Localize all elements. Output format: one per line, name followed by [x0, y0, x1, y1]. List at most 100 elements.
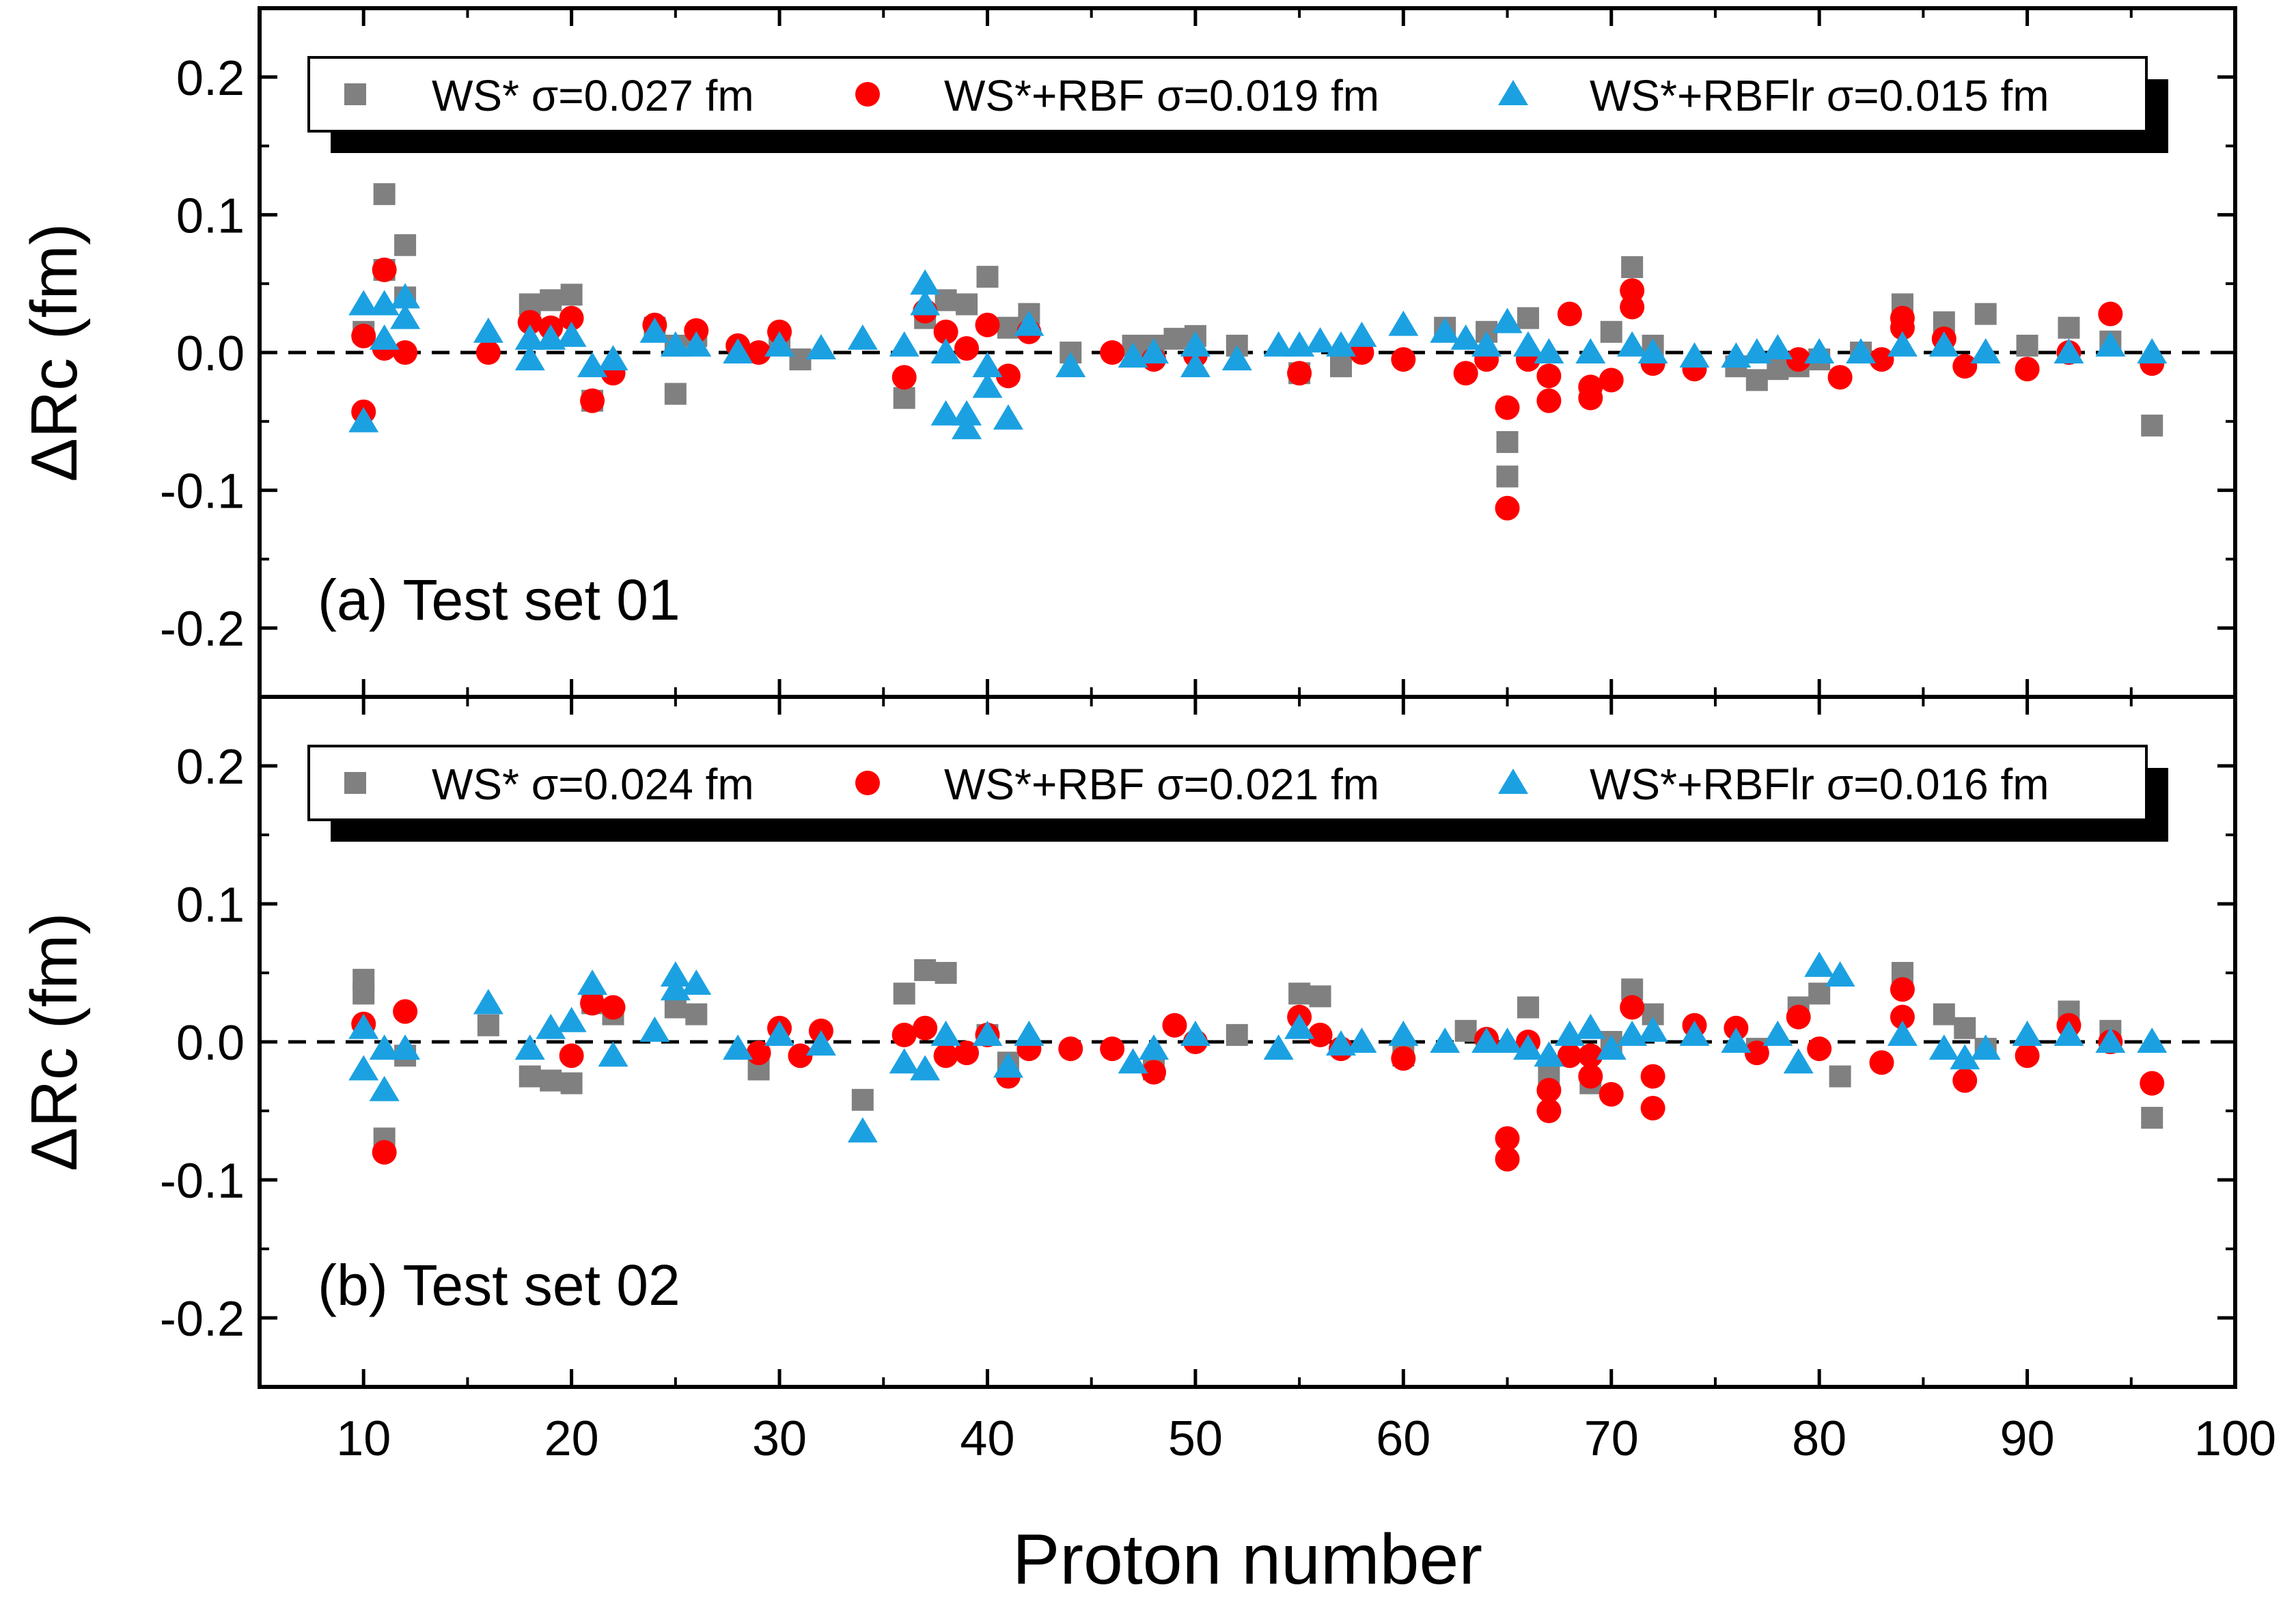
point-a-triangle-2	[369, 290, 400, 316]
point-b-square-7	[560, 1072, 583, 1094]
x-tick-label-6: 70	[1584, 1411, 1639, 1466]
point-a-triangle-22	[910, 290, 941, 316]
point-a-circle-5	[475, 340, 501, 365]
point-a-circle-16	[891, 365, 917, 390]
point-b-circle-12	[933, 1043, 958, 1069]
point-b-triangle-48	[1825, 961, 1855, 987]
point-a-square-33	[1496, 465, 1519, 488]
point-a-circle-46	[1869, 347, 1894, 372]
point-a-square-34	[1517, 307, 1539, 329]
legend-marker-a-square	[344, 83, 366, 105]
point-b-circle-17	[1058, 1036, 1083, 1062]
point-b-circle-20	[1162, 1012, 1187, 1038]
point-b-triangle-38	[1554, 1020, 1585, 1046]
legend-label-a-3: WS*+RBFlr σ=0.015 fm	[1590, 71, 2049, 120]
point-a-triangle-14	[660, 331, 691, 357]
point-a-square-1	[373, 183, 396, 206]
point-a-triangle-58	[1887, 331, 1918, 357]
point-a-circle-23	[1100, 340, 1125, 365]
point-b-triangle-43	[1679, 1020, 1710, 1046]
point-b-circle-44	[1869, 1050, 1894, 1075]
point-a-triangle-48	[1534, 338, 1564, 363]
y-tick-label-b-3: -0.1	[160, 1154, 245, 1209]
point-b-square-13	[851, 1088, 874, 1111]
point-a-triangle-26	[952, 400, 982, 426]
point-a-triangle-62	[2095, 331, 2126, 357]
point-b-circle-18	[1100, 1036, 1125, 1062]
x-tick-label-5: 60	[1376, 1411, 1430, 1466]
point-a-triangle-49	[1575, 338, 1606, 363]
point-b-triangle-8	[556, 1006, 587, 1032]
point-b-triangle-11	[639, 1016, 670, 1042]
legend-b: WS* σ=0.024 fm WS*+RBF σ=0.021 fm WS*+RBFl…	[307, 745, 2168, 842]
y-tick-label-b-0: 0.2	[176, 740, 245, 795]
y-tick-label-a-0: 0.2	[176, 51, 245, 106]
point-a-triangle-21	[910, 269, 941, 295]
legend-label-a-2: WS*+RBF σ=0.019 fm	[944, 71, 1379, 120]
point-b-circle-28	[1495, 1146, 1520, 1172]
series-b-2	[351, 977, 2165, 1172]
point-b-square-41	[2141, 1107, 2163, 1129]
point-a-triangle-8	[514, 345, 545, 371]
point-b-triangle-26	[1139, 1034, 1170, 1060]
point-b-triangle-42	[1637, 1016, 1668, 1042]
point-a-circle-53	[2098, 301, 2123, 327]
point-a-triangle-56	[1804, 338, 1835, 363]
point-a-square-32	[1496, 431, 1519, 454]
point-a-triangle-28	[972, 352, 1003, 378]
point-a-triangle-5	[390, 303, 421, 329]
point-b-triangle-27	[1180, 1020, 1211, 1046]
point-b-triangle-30	[1325, 1030, 1356, 1056]
point-a-triangle-39	[1305, 327, 1336, 353]
point-a-circle-19	[954, 335, 980, 361]
y-tick-label-b-2: 0.0	[176, 1016, 245, 1071]
point-a-square-47	[2016, 334, 2038, 357]
point-b-circle-8	[788, 1043, 813, 1069]
point-a-triangle-11	[577, 352, 608, 378]
point-a-triangle-7	[514, 324, 545, 350]
point-b-triangle-49	[1887, 1020, 1918, 1046]
point-a-circle-9	[580, 388, 605, 413]
point-a-triangle-18	[805, 333, 836, 359]
point-a-circle-48	[1890, 315, 1915, 340]
point-a-triangle-52	[1679, 342, 1710, 368]
point-b-triangle-35	[1492, 1028, 1523, 1053]
point-b-circle-11	[913, 1015, 938, 1041]
point-b-circle-3	[559, 1043, 584, 1069]
point-b-triangle-10	[598, 1041, 628, 1067]
point-b-triangle-0	[348, 1055, 379, 1081]
point-b-triangle-5	[473, 989, 503, 1015]
x-tick-label-0: 10	[336, 1411, 391, 1466]
point-b-triangle-28	[1263, 1034, 1294, 1060]
point-a-triangle-6	[473, 317, 503, 343]
point-b-triangle-37	[1534, 1041, 1564, 1067]
point-a-circle-35	[1536, 388, 1562, 413]
point-a-triangle-44	[1450, 324, 1481, 350]
point-a-triangle-47	[1512, 331, 1543, 357]
point-b-circle-30	[1536, 1077, 1562, 1103]
y-tick-label-a-2: 0.0	[176, 327, 245, 381]
point-b-circle-10	[891, 1022, 917, 1047]
point-a-circle-14	[746, 340, 771, 365]
point-b-triangle-50	[1928, 1034, 1959, 1060]
point-a-triangle-16	[723, 338, 753, 363]
point-b-square-1	[352, 982, 375, 1005]
legend-marker-a-circle	[855, 82, 880, 107]
legend-marker-b-triangle	[1498, 769, 1528, 794]
point-b-circle-25	[1391, 1046, 1416, 1071]
point-a-triangle-12	[598, 345, 628, 371]
point-a-triangle-25	[952, 413, 982, 439]
point-b-circle-41	[1744, 1041, 1769, 1066]
point-b-circle-42	[1786, 1004, 1811, 1030]
point-b-square-11	[685, 1003, 708, 1025]
point-a-triangle-17	[764, 331, 795, 357]
legend-label-b-3: WS*+RBFlr σ=0.016 fm	[1590, 760, 2049, 809]
point-b-triangle-15	[723, 1034, 753, 1060]
point-b-triangle-29	[1284, 1013, 1315, 1039]
point-a-triangle-35	[1180, 331, 1211, 357]
point-b-triangle-53	[2012, 1020, 2043, 1046]
legend-marker-b-circle	[855, 771, 880, 795]
point-a-triangle-23	[930, 400, 961, 426]
point-a-circle-32	[1495, 495, 1520, 521]
point-b-circle-45	[1890, 977, 1915, 1002]
